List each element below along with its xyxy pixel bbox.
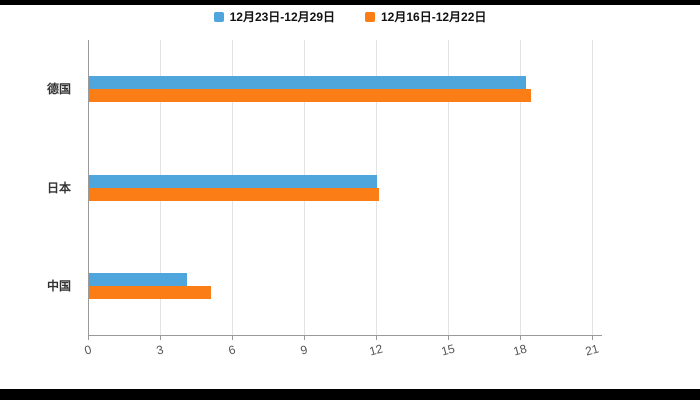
x-tick-label: 3	[154, 342, 166, 358]
x-tick-label: 0	[82, 342, 94, 358]
legend-label-series1: 12月23日-12月29日	[229, 10, 335, 24]
x-tick-mark	[376, 335, 377, 340]
category-label: 中国	[46, 278, 71, 293]
legend-item-series1[interactable]: 12月23日-12月29日	[213, 8, 335, 25]
letterbox-bottom	[0, 389, 700, 400]
x-tick-label: 21	[583, 341, 601, 359]
legend-label-series2: 12月16日-12月22日	[381, 10, 487, 24]
bar-series2	[89, 89, 531, 103]
x-tick-mark	[232, 335, 233, 340]
legend: 12月23日-12月29日 12月16日-12月22日	[0, 8, 700, 25]
grid-line	[592, 40, 593, 335]
x-tick-mark	[88, 335, 89, 340]
legend-marker-series1-icon	[213, 11, 224, 22]
bar-series1	[89, 174, 377, 188]
bar-series1	[89, 272, 188, 286]
category-label: 日本	[46, 180, 71, 195]
x-tick-mark	[448, 335, 449, 340]
x-tick-label: 6	[226, 342, 238, 358]
x-tick-mark	[592, 335, 593, 340]
x-tick-label: 9	[298, 342, 310, 358]
bar-series1	[89, 76, 526, 90]
legend-marker-series2-icon	[365, 11, 375, 22]
x-tick-label: 18	[511, 341, 529, 359]
x-tick-label: 15	[439, 341, 457, 359]
x-tick-mark	[160, 335, 161, 340]
x-tick-mark	[304, 335, 305, 340]
x-tick-mark	[520, 335, 521, 340]
bar-series2	[89, 187, 380, 201]
legend-item-series2[interactable]: 12月16日-12月22日	[365, 8, 486, 25]
y-axis-line	[88, 40, 89, 335]
bar-series2	[89, 285, 212, 299]
grid-line	[520, 40, 521, 335]
x-axis-line	[88, 335, 602, 336]
x-tick-label: 12	[367, 341, 385, 359]
category-label: 德国	[46, 82, 71, 97]
grid-line	[448, 40, 449, 335]
letterbox-top	[0, 0, 700, 5]
